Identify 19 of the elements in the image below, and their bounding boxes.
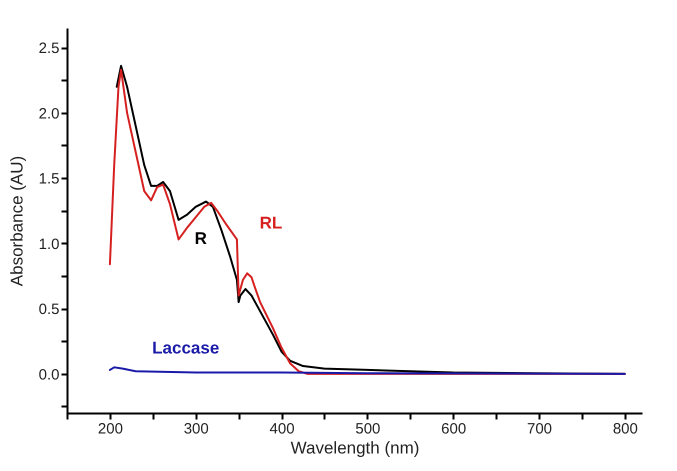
x-tick-label: 500 xyxy=(355,420,380,438)
y-tick-label: 0.5 xyxy=(38,301,60,318)
series-label: RL xyxy=(260,213,282,232)
series-label: Laccase xyxy=(152,338,220,358)
series-label: R xyxy=(194,228,207,248)
y-tick-label: 2.0 xyxy=(38,105,60,122)
x-tick-label: 800 xyxy=(612,420,638,438)
text: 200 xyxy=(98,420,123,438)
y-axis-title: Absorbance (AU) xyxy=(8,156,27,286)
line-series xyxy=(108,366,626,375)
y-tick-label: 1.0 xyxy=(38,236,60,253)
y-tick-label: 2.5 xyxy=(38,40,60,58)
x-tick-label: 700 xyxy=(527,420,552,438)
x-axis-title: Wavelength (nm) xyxy=(290,438,420,458)
x-tick-label: 400 xyxy=(270,420,295,438)
x-tick-label: 300 xyxy=(184,420,209,438)
y-tick-label: 0.0 xyxy=(38,366,60,384)
y-tick-label: 1.5 xyxy=(38,170,60,188)
x-tick-label: 600 xyxy=(441,420,466,438)
